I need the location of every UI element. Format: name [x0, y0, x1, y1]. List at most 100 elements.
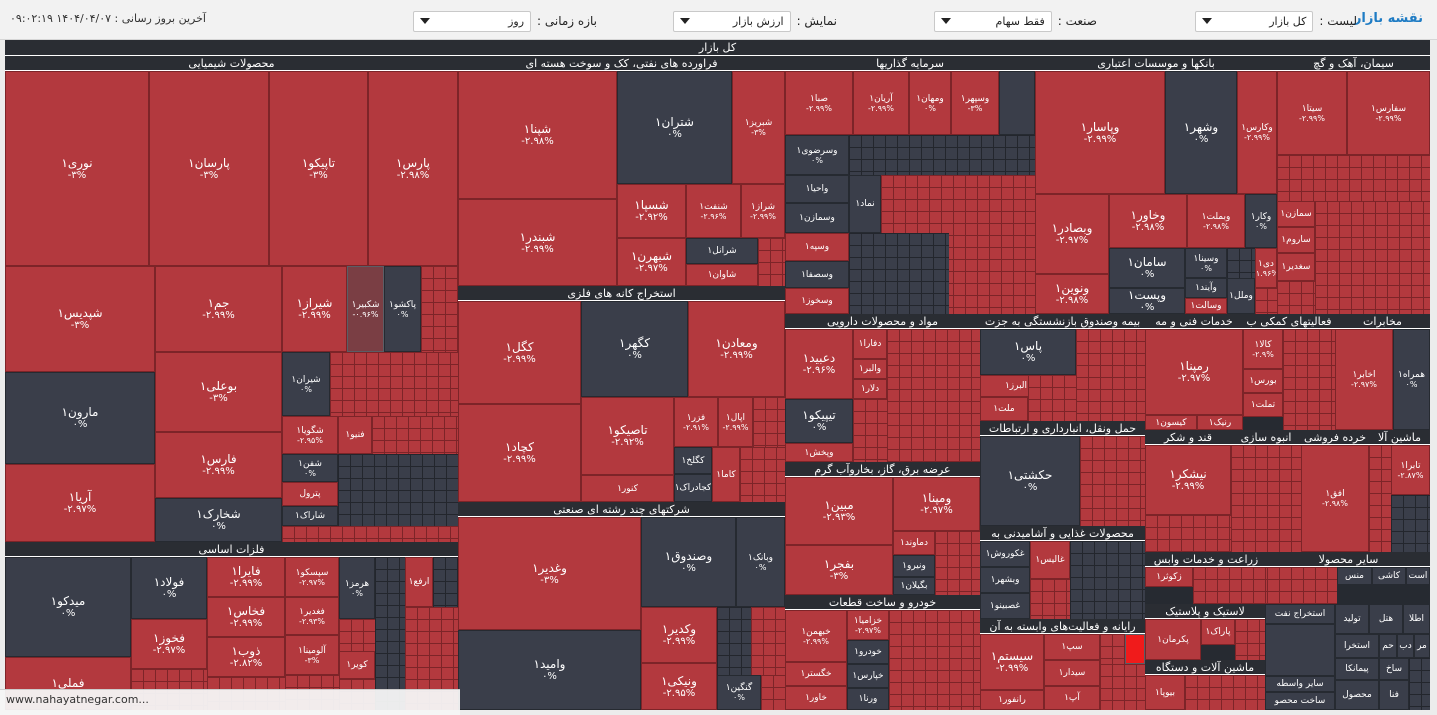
tile-vpakhsh[interactable]: وپخش۱	[785, 443, 853, 462]
tile-cluster[interactable]	[1409, 658, 1430, 710]
tile-vsalat[interactable]: وسالت۱	[1185, 298, 1227, 314]
tile-nishakar[interactable]: نیشکر۱ -۲.۹۹%	[1145, 445, 1231, 515]
tile-vapaad[interactable]: وآیند۱	[1185, 278, 1227, 298]
tile-cluster[interactable]	[1283, 329, 1335, 430]
tile-vbank[interactable]: وبانک۱ ۰%	[736, 517, 785, 607]
tile-vsina[interactable]: وسینا۱ ۰%	[1185, 248, 1227, 278]
tile-cluster[interactable]	[1255, 288, 1277, 314]
tile-kamal[interactable]: کاما۱	[712, 447, 740, 502]
tile-cluster[interactable]	[1235, 619, 1265, 660]
tile-fakhooz[interactable]: فخوز۱ -۲.۹۷%	[131, 619, 207, 669]
tile-vamehan[interactable]: ومهان۱ ۰%	[909, 71, 951, 135]
tile-foolad[interactable]: فولاد۱ ۰%	[131, 557, 207, 619]
tile-ahal[interactable]: اپال۱ -۲.۹۹%	[718, 397, 753, 447]
tile-pas[interactable]: پاس۱ ۰%	[980, 329, 1076, 375]
tile-aria[interactable]: آریا۱ -۲.۹۷%	[5, 464, 155, 542]
tile-vbsader[interactable]: وبصادر۱ -۲.۹۷%	[1035, 194, 1109, 274]
tile-cluster[interactable]	[1100, 664, 1145, 710]
tile-tasiko[interactable]: تاصیکو۱ -۲.۹۲%	[581, 397, 674, 475]
tile-vaghadir[interactable]: وغدیر۱ -۳%	[458, 517, 641, 630]
tile-zakotr[interactable]: زکوثر۱	[1145, 567, 1193, 587]
tile-sharak[interactable]: شاراک۱	[282, 506, 338, 526]
tile-akhaber[interactable]: اخابر۱ -۲.۹۷%	[1335, 329, 1393, 430]
tile-faras[interactable]: فارس۱ -۲.۹۹%	[155, 432, 282, 498]
tile-ham[interactable]: حم	[1379, 634, 1397, 658]
tile-shbriz[interactable]: شبریز۱ -۳%	[732, 71, 785, 184]
tile-cluster[interactable]	[853, 399, 887, 462]
tile-dabid[interactable]: دعبید۱ -۲.۹۶%	[785, 329, 853, 399]
tile-cluster[interactable]	[849, 135, 1035, 175]
tile-shiraz[interactable]: شیراز۱ -۲.۹۹%	[282, 266, 347, 352]
tile-kegol[interactable]: کگل۱ -۲.۹۹%	[458, 301, 581, 404]
tile-cluster[interactable]	[887, 329, 980, 462]
tile-cluster[interactable]	[1076, 329, 1145, 421]
tile-cluster[interactable]	[1080, 436, 1145, 526]
tile-cluster[interactable]	[375, 557, 405, 710]
tile-saman[interactable]: سامان۱ ۰%	[1109, 248, 1185, 288]
tile-maroon[interactable]: مارون۱ ۰%	[5, 372, 155, 464]
tile-cluster[interactable]	[1369, 445, 1391, 552]
tile-cluster[interactable]	[1315, 201, 1430, 314]
tile-vbshahr[interactable]: وبشهر۱	[980, 567, 1030, 593]
tile-nouri[interactable]: نوری۱ -۳%	[5, 71, 149, 266]
tile-cluster[interactable]	[1100, 634, 1125, 664]
tile-shahran[interactable]: شبهرن۱ -۲.۹۷%	[617, 238, 686, 286]
tile-atla[interactable]: اطلا	[1403, 604, 1430, 634]
tile-jam[interactable]: جم۱ -۲.۹۹%	[155, 266, 282, 352]
tile-vpost[interactable]: وپست۱ ۰%	[1109, 288, 1185, 314]
tile-tamlat[interactable]: تملت۱	[1243, 393, 1283, 417]
list-select[interactable]: کل بازار	[1195, 10, 1314, 32]
tile-shekbir[interactable]: شکبیر۱ -۰.۹۶%	[347, 266, 384, 352]
tile-cluster[interactable]	[1193, 567, 1267, 604]
tile-cluster[interactable]	[1227, 248, 1255, 278]
tile-cluster[interactable]	[338, 454, 458, 526]
tile-cluster[interactable]	[935, 531, 980, 595]
tile-kisoon[interactable]: کیسون۱	[1145, 415, 1197, 430]
tile-kharis[interactable]: خپارس۱	[847, 664, 889, 688]
tile-mr[interactable]: مر	[1414, 634, 1430, 658]
tile-shgoya[interactable]: شگویا۱ -۲.۹۵%	[282, 416, 338, 454]
tile-pars[interactable]: پارس۱ -۲.۹۸%	[368, 71, 458, 266]
tile-tabra[interactable]: تابرا۱ -۲.۸۷%	[1391, 445, 1430, 495]
tile-shapdis[interactable]: شپدیس۱ -۳%	[5, 266, 155, 372]
tile-sayer-vaseteh[interactable]: سایر واسطه	[1265, 676, 1335, 692]
tile-cluster[interactable]	[1277, 281, 1315, 314]
tile-kenor[interactable]: کنور۱	[581, 475, 674, 502]
tile-cluster-dark[interactable]	[999, 71, 1035, 135]
tile-saba[interactable]: صبا۱ -۲.۹۹%	[785, 71, 853, 135]
tile-vsepehr[interactable]: وسپهر۱ -۳%	[951, 71, 999, 135]
industry-select[interactable]: فقط سهام	[933, 10, 1052, 32]
tile-toolid[interactable]: تولید	[1335, 604, 1369, 634]
tile-fazar[interactable]: فزر۱ -۲.۹۱%	[674, 397, 718, 447]
tile-cluster[interactable]	[1231, 445, 1301, 552]
tile-kechad[interactable]: کچاد۱ -۲.۹۹%	[458, 404, 581, 502]
tile-vshahr[interactable]: وشهر۱ ۰%	[1165, 71, 1237, 194]
tile-day[interactable]: دی۱-۱.۹۶%	[1255, 248, 1277, 288]
tile-aloumina[interactable]: آلومینا۱ -۳%	[285, 635, 339, 675]
tile-vamaaden[interactable]: ومعادن۱ -۲.۹۹%	[688, 301, 785, 397]
brand-title[interactable]: نقشه بازار	[1353, 11, 1423, 26]
tile-vsarzavi[interactable]: وسرضوی۱ ۰%	[785, 135, 849, 175]
tile-vsafa[interactable]: وسصفا۱	[785, 261, 849, 288]
tile-hotel[interactable]: هتل	[1369, 604, 1403, 634]
tile-dlara[interactable]: دلار۱	[853, 379, 887, 399]
tile-ast[interactable]: است	[1406, 567, 1430, 585]
tile-khodro[interactable]: خودرو۱	[847, 640, 889, 664]
tile-sakht-mahsool[interactable]: ساخت محصو	[1265, 692, 1335, 710]
tile-bours[interactable]: بورس۱	[1243, 369, 1283, 393]
tile-cluster[interactable]	[849, 233, 949, 314]
tile-ranik[interactable]: رنیک۱	[1197, 415, 1243, 430]
tile-cluster[interactable]	[1277, 155, 1430, 201]
tile-pimanka[interactable]: پیمانکا	[1335, 658, 1379, 680]
tile-melat[interactable]: ملت۱	[980, 397, 1028, 421]
tile-shapna[interactable]: شپنا۱ -۲.۹۸%	[458, 71, 617, 199]
tile-estekhraj[interactable]: استخراج نفت	[1265, 604, 1335, 624]
tile-khazamia[interactable]: خزامیا۱ -۲.۹۷%	[847, 610, 889, 640]
tile-kobar[interactable]: کویر۱	[339, 651, 375, 679]
tile-faira[interactable]: فایرا۱ -۲.۹۹%	[207, 557, 285, 597]
tile-bouali[interactable]: بوعلی۱ -۳%	[155, 352, 282, 432]
tile-vamid[interactable]: وامید۱ ۰%	[458, 630, 641, 710]
tile-cluster[interactable]	[330, 352, 458, 416]
tile-sakh[interactable]: ساخ	[1379, 658, 1409, 680]
tile-parak[interactable]: پاراک۱	[1201, 619, 1235, 645]
